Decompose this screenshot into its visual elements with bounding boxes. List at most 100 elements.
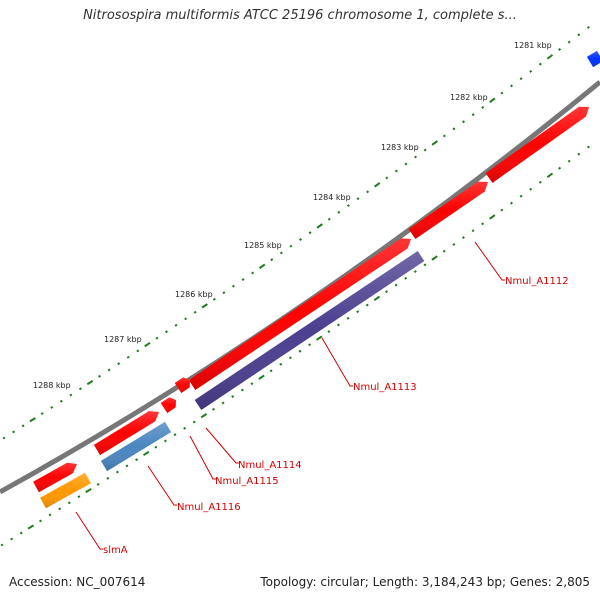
map-title: Nitrosospira multiformis ATCC 25196 chro… <box>83 8 517 23</box>
inner-tick <box>106 476 110 480</box>
unlabeled-feature[interactable] <box>586 50 600 68</box>
outer-tick <box>462 120 466 124</box>
gene-slma[interactable] <box>40 472 91 509</box>
outer-tick-ring <box>2 25 590 440</box>
outer-tick <box>529 69 533 73</box>
inner-tick <box>316 335 323 341</box>
gene-label[interactable]: Nmul_A1112 <box>505 276 569 287</box>
inner-tick <box>471 229 475 233</box>
chromosome-backbone <box>0 80 600 495</box>
kbp-label: 1286 kbp <box>175 290 213 299</box>
inner-tick <box>365 303 369 307</box>
inner-tick <box>269 369 273 373</box>
gene-label[interactable]: Nmul_A1115 <box>215 476 279 487</box>
outer-tick <box>471 113 475 117</box>
inner-tick <box>221 401 225 405</box>
leader-line <box>75 511 103 550</box>
inner-tick <box>538 180 542 184</box>
inner-tick-ring <box>0 145 590 547</box>
inner-tick <box>404 276 408 280</box>
unlabeled-feature[interactable] <box>33 462 77 493</box>
outer-tick <box>184 317 188 321</box>
inner-tick <box>279 362 283 366</box>
outer-tick <box>59 399 63 403</box>
outer-tick <box>289 244 293 248</box>
kbp-label: 1288 kbp <box>33 381 71 390</box>
outer-tick <box>316 223 323 229</box>
topology-summary: Topology: circular; Length: 3,184,243 bp… <box>260 575 590 589</box>
leader-line <box>321 337 353 387</box>
inner-tick <box>373 295 381 302</box>
inner-tick <box>58 507 62 511</box>
inner-tick <box>452 242 456 246</box>
gene-label[interactable]: Nmul_A1114 <box>238 460 302 471</box>
outer-tick <box>423 148 427 152</box>
gene-label[interactable]: slmA <box>103 545 128 556</box>
accession-text: Accession: NC_007614 <box>9 575 146 589</box>
gene-nmul-a1114[interactable] <box>188 238 411 390</box>
outer-tick <box>567 40 571 44</box>
inner-tick <box>510 201 513 205</box>
outer-tick <box>337 210 341 214</box>
outer-tick <box>489 97 496 104</box>
inner-tick <box>461 236 465 240</box>
gene-nmul-a1116[interactable] <box>100 421 172 472</box>
outer-tick <box>136 349 140 353</box>
gene-label[interactable]: Nmul_A1116 <box>177 502 241 513</box>
inner-tick <box>481 222 485 226</box>
gene-label[interactable]: Nmul_A1113 <box>353 382 417 393</box>
inner-tick <box>489 214 496 220</box>
inner-tick <box>346 316 350 320</box>
outer-tick <box>12 430 16 434</box>
inner-tick <box>385 290 388 294</box>
inner-tick <box>67 501 71 505</box>
unlabeled-feature[interactable] <box>485 106 590 183</box>
unlabeled-feature[interactable] <box>160 397 176 413</box>
kbp-label: 1282 kbp <box>450 93 488 102</box>
outer-tick <box>86 379 94 386</box>
outer-tick <box>356 197 360 201</box>
inner-tick <box>96 482 100 486</box>
inner-tick <box>183 426 187 430</box>
inner-tick <box>423 263 427 267</box>
outer-tick <box>299 238 302 241</box>
unlabeled-feature[interactable] <box>93 411 159 456</box>
outer-tick <box>558 48 562 51</box>
inner-tick <box>500 208 504 212</box>
inner-tick <box>413 270 417 274</box>
kbp-label: 1287 kbp <box>104 335 142 344</box>
gene-nmul-a1115[interactable] <box>174 377 190 393</box>
outer-tick <box>78 387 82 391</box>
inner-tick <box>567 159 571 163</box>
outer-tick <box>29 417 36 423</box>
inner-tick <box>258 374 265 380</box>
inner-tick <box>212 407 215 411</box>
kbp-scale-labels: 1281 kbp 1282 kbp 1283 kbp 1284 kbp 1285 kbp… <box>33 41 552 390</box>
inner-tick <box>586 145 590 149</box>
outer-tick <box>577 33 581 37</box>
gene-nmul-a1113[interactable] <box>194 251 425 410</box>
inner-tick <box>327 330 331 334</box>
inner-tick <box>27 524 35 530</box>
outer-tick <box>452 127 456 131</box>
outer-tick <box>327 217 331 221</box>
outer-tick <box>201 303 208 309</box>
outer-tick <box>2 436 6 440</box>
outer-tick <box>414 155 418 159</box>
inner-tick <box>77 495 81 499</box>
outer-tick <box>394 169 398 173</box>
outer-tick <box>404 162 408 166</box>
kbp-label: 1283 kbp <box>381 143 419 152</box>
gene-nmul-a1112[interactable] <box>408 181 488 239</box>
leader-line <box>205 427 239 464</box>
outer-tick <box>500 91 504 95</box>
outer-tick <box>385 176 389 180</box>
inner-tick <box>10 537 14 541</box>
outer-tick <box>50 405 54 409</box>
inner-tick <box>231 395 235 398</box>
outer-tick <box>222 291 226 295</box>
outer-tick <box>98 374 102 378</box>
inner-tick <box>298 349 302 353</box>
outer-tick <box>270 258 274 262</box>
leader-line <box>474 241 505 281</box>
